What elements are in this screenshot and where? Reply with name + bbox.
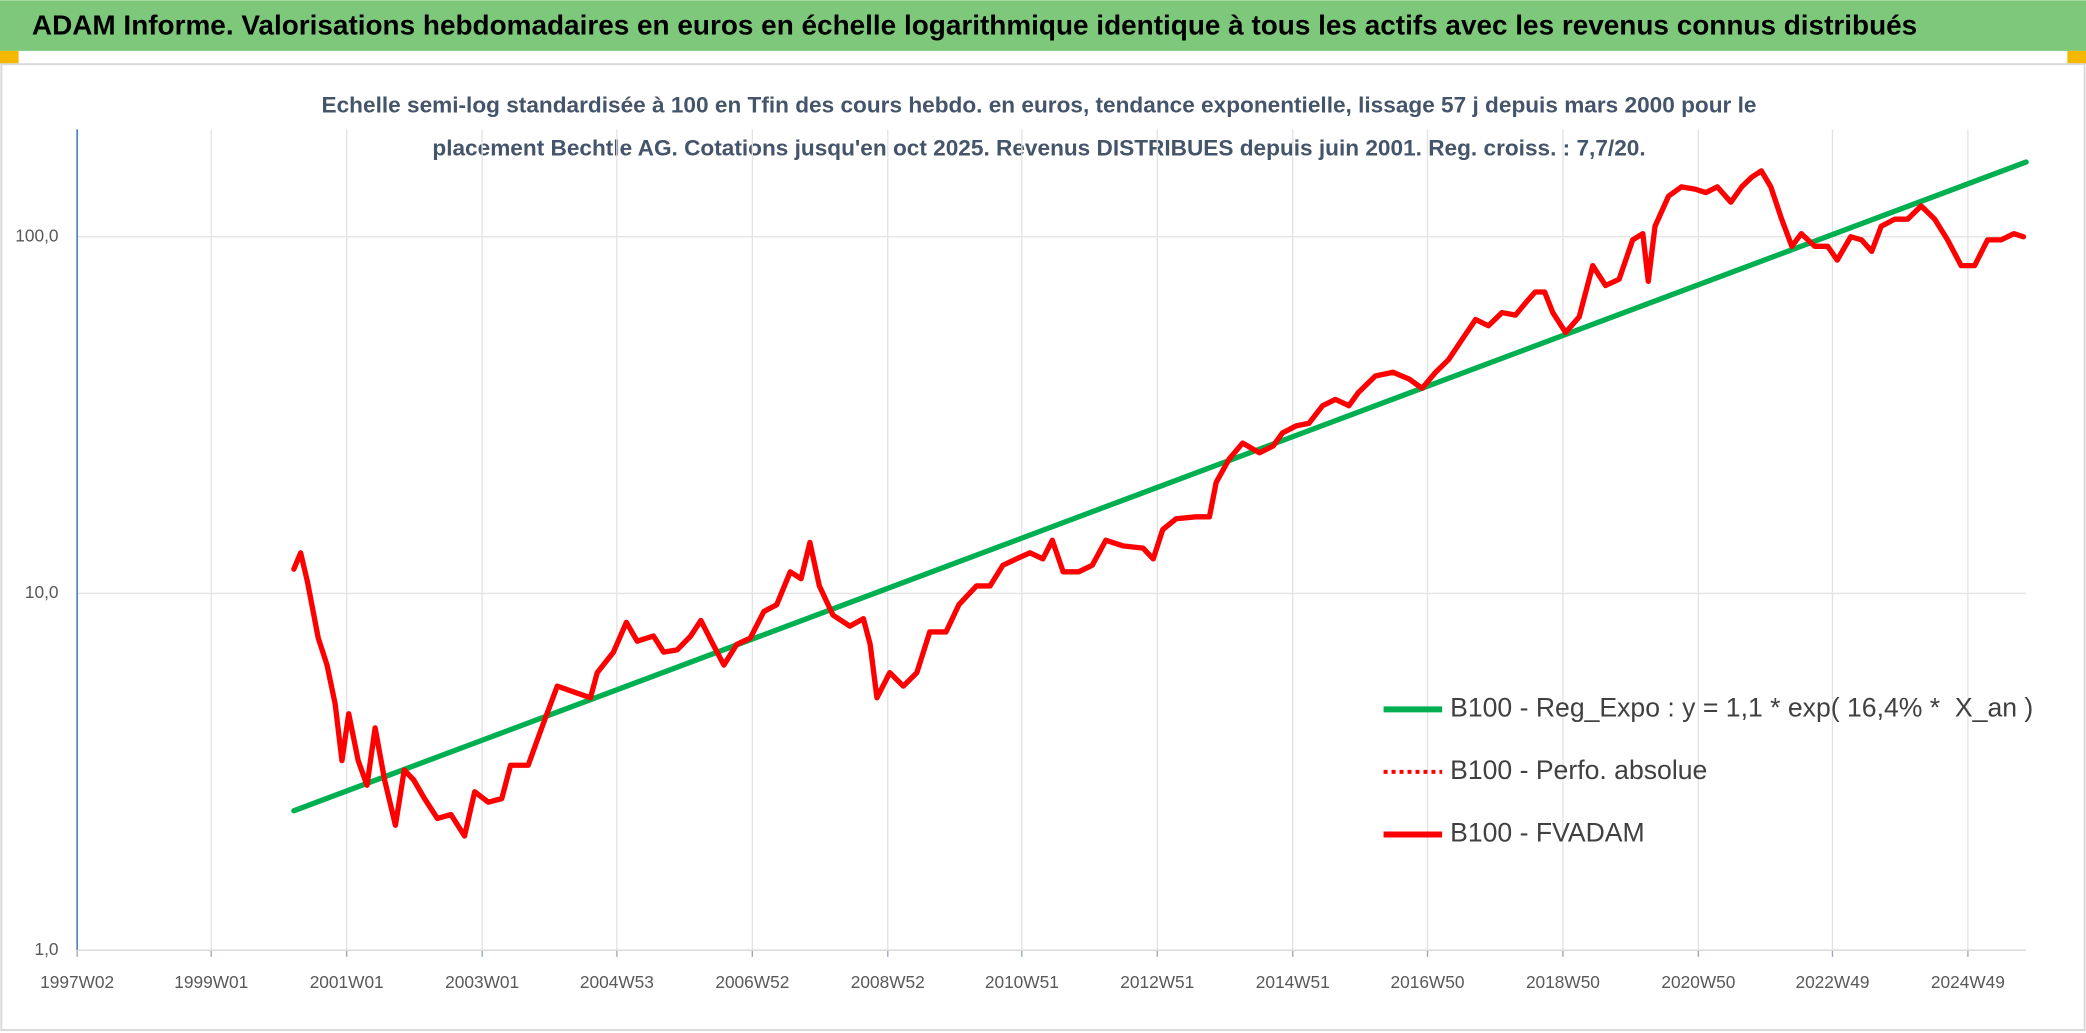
x-tick-label: 2003W01 xyxy=(445,972,519,992)
panel-border xyxy=(0,63,2086,1032)
legend-label: B100 - FVADAM xyxy=(1450,817,1645,847)
x-tick-label: 2014W51 xyxy=(1256,972,1330,992)
x-tick-label: 2012W51 xyxy=(1120,972,1194,992)
header-bar xyxy=(0,0,2086,51)
series-line xyxy=(291,159,2029,814)
x-tick-label: 2008W52 xyxy=(851,972,925,992)
x-tick-label: 2022W49 xyxy=(1795,972,1869,992)
x-tick-label: 2018W50 xyxy=(1526,972,1600,992)
x-tick-label: 1997W02 xyxy=(40,972,114,992)
x-tick-label: 2024W49 xyxy=(1931,972,2005,992)
header-title: ADAM Informe. Valorisations hebdomadaire… xyxy=(32,9,1917,40)
corner-left xyxy=(0,50,19,65)
chart-title: Echelle semi-log standardisée à 100 en T… xyxy=(322,93,1757,118)
y-tick-label: 1,0 xyxy=(35,939,59,959)
x-tick-label: 2006W52 xyxy=(715,972,789,992)
legend-label: B100 - Perfo. absolue xyxy=(1450,755,1707,785)
x-tick-label: 2010W51 xyxy=(985,972,1059,992)
x-tick-label: 2001W01 xyxy=(310,972,384,992)
chart-title: placement Bechtle AG. Cotations jusqu'en… xyxy=(432,135,1645,160)
legend-label: B100 - Reg_Expo : y = 1,1 * exp( 16,4% *… xyxy=(1450,692,2033,722)
y-tick-label: 100,0 xyxy=(15,225,58,245)
x-tick-label: 1999W01 xyxy=(174,972,248,992)
series-line xyxy=(291,168,2027,839)
plot-area: 1997W02 1999W01 2001W01 2003W01 2004W53 2006W… xyxy=(15,129,2033,992)
x-tick-label: 2016W50 xyxy=(1390,972,1464,992)
corner-right xyxy=(2067,50,2086,65)
y-tick-label: 10,0 xyxy=(25,582,59,602)
x-tick-label: 2004W53 xyxy=(580,972,654,992)
x-tick-label: 2020W50 xyxy=(1661,972,1735,992)
